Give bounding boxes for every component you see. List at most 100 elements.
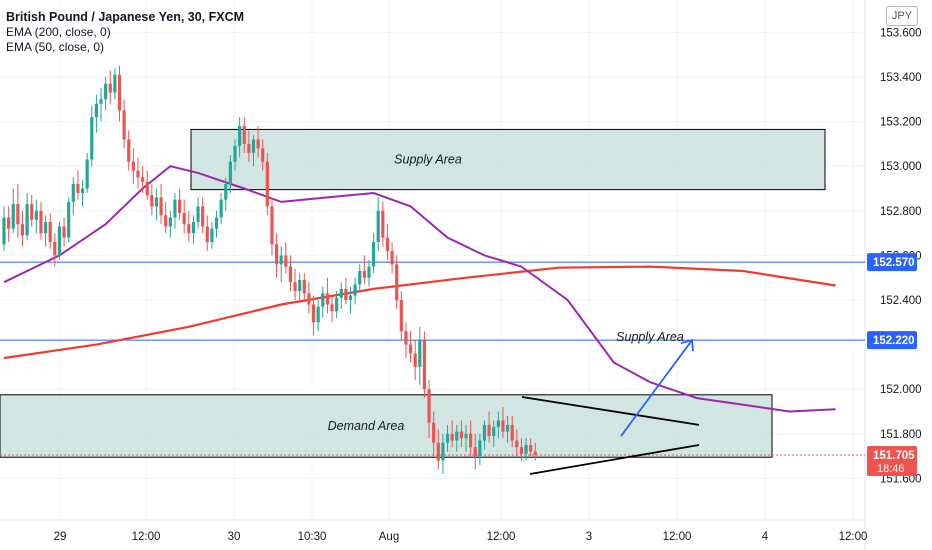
- candle: [108, 70, 112, 104]
- candle-body: [145, 181, 149, 196]
- candle: [85, 152, 89, 193]
- candle-body: [501, 420, 505, 432]
- candle: [339, 282, 343, 309]
- candle-body: [80, 188, 85, 193]
- annotation-label: Supply Area: [616, 330, 684, 344]
- candle-body: [321, 293, 325, 307]
- candle: [436, 429, 440, 470]
- candle: [104, 77, 108, 111]
- candle-body: [307, 293, 311, 305]
- candle: [242, 117, 246, 153]
- ema200-legend[interactable]: EMA (200, close, 0): [6, 25, 111, 39]
- candle-body: [288, 266, 293, 283]
- candle: [196, 197, 200, 229]
- symbol-title[interactable]: British Pound / Japanese Yen, 30, FXCM: [6, 10, 245, 24]
- candle: [408, 331, 413, 363]
- currency-button[interactable]: JPY: [886, 6, 918, 26]
- candle-body: [7, 217, 11, 229]
- candle-body: [505, 424, 510, 432]
- price-line-badge-label: 152.220: [873, 335, 915, 347]
- candle-body: [177, 199, 182, 214]
- candle: [418, 326, 422, 385]
- last-price-value: 151.705: [873, 450, 915, 462]
- zones-layer: [0, 128, 826, 458]
- candle: [288, 255, 293, 292]
- zone-labels-layer: Supply Area Demand Area Supply Area: [328, 153, 684, 433]
- ema50-legend[interactable]: EMA (50, close, 0): [6, 40, 105, 54]
- candle-body: [432, 422, 436, 443]
- candle-body: [519, 447, 524, 454]
- candle-body: [164, 215, 168, 227]
- candle: [284, 242, 288, 274]
- ema50-line: [3, 165, 836, 413]
- candle-body: [427, 389, 431, 423]
- price-tick-label: 153.400: [880, 72, 922, 84]
- candle-body: [16, 204, 20, 225]
- candle-body: [242, 126, 246, 144]
- candle-body: [492, 427, 496, 437]
- candle-body: [487, 424, 491, 437]
- candle: [353, 277, 357, 305]
- price-tick-label: 151.600: [880, 473, 922, 485]
- chart-legend: British Pound / Japanese Yen, 30, FXCM E…: [6, 10, 244, 55]
- candle: [330, 295, 334, 323]
- price-tick-label: 152.000: [880, 384, 922, 396]
- time-tick-label: 4: [762, 531, 769, 543]
- candle: [48, 213, 52, 249]
- candle-body: [316, 306, 320, 323]
- time-tick-label: Aug: [379, 531, 399, 543]
- candle: [311, 295, 316, 336]
- candle: [492, 420, 496, 448]
- price-axis[interactable]: 153.600153.400153.200153.000152.800152.6…: [867, 27, 922, 485]
- candle: [529, 438, 533, 457]
- candle: [519, 438, 524, 461]
- candle: [515, 429, 519, 457]
- candle: [145, 170, 149, 200]
- candle: [201, 197, 205, 234]
- candle: [131, 148, 135, 185]
- candle: [62, 217, 66, 247]
- candle-body: [219, 199, 223, 218]
- candle: [7, 206, 11, 243]
- candle-body: [450, 433, 454, 441]
- candle-body: [43, 221, 48, 234]
- candle-body: [469, 433, 473, 448]
- candle-body: [85, 159, 89, 189]
- candle: [177, 188, 182, 220]
- candle: [164, 201, 168, 234]
- candle: [372, 233, 376, 274]
- candle-body: [441, 442, 445, 461]
- candle-body: [210, 228, 214, 243]
- candle-body: [464, 433, 468, 439]
- candle-body: [473, 447, 477, 457]
- candle: [505, 415, 510, 443]
- candle: [399, 291, 403, 341]
- price-line-badge-label: 152.570: [873, 257, 915, 269]
- candle: [25, 192, 29, 240]
- candle: [321, 286, 325, 318]
- candle: [251, 134, 256, 167]
- candle-body: [529, 444, 533, 452]
- candle: [395, 255, 399, 309]
- candle: [381, 201, 385, 247]
- candle-body: [117, 74, 122, 111]
- candle: [279, 246, 283, 283]
- candle: [307, 282, 311, 314]
- candle: [39, 201, 43, 240]
- candle-body: [20, 224, 25, 236]
- candle: [136, 157, 140, 189]
- candle: [141, 166, 145, 193]
- candle-body: [201, 206, 205, 227]
- candle-body: [533, 451, 537, 455]
- candle-body: [265, 161, 269, 207]
- candle-body: [478, 440, 482, 457]
- candle: [16, 184, 20, 238]
- price-tick-label: 153.600: [880, 27, 922, 39]
- candle: [57, 221, 62, 260]
- time-axis[interactable]: 29 12:00 30 10:30 Aug 12:00 3 12:00 4 12:00: [54, 531, 868, 543]
- candle: [385, 224, 390, 260]
- candle-body: [57, 226, 62, 256]
- candle-body: [408, 344, 413, 354]
- candle-body: [422, 340, 427, 390]
